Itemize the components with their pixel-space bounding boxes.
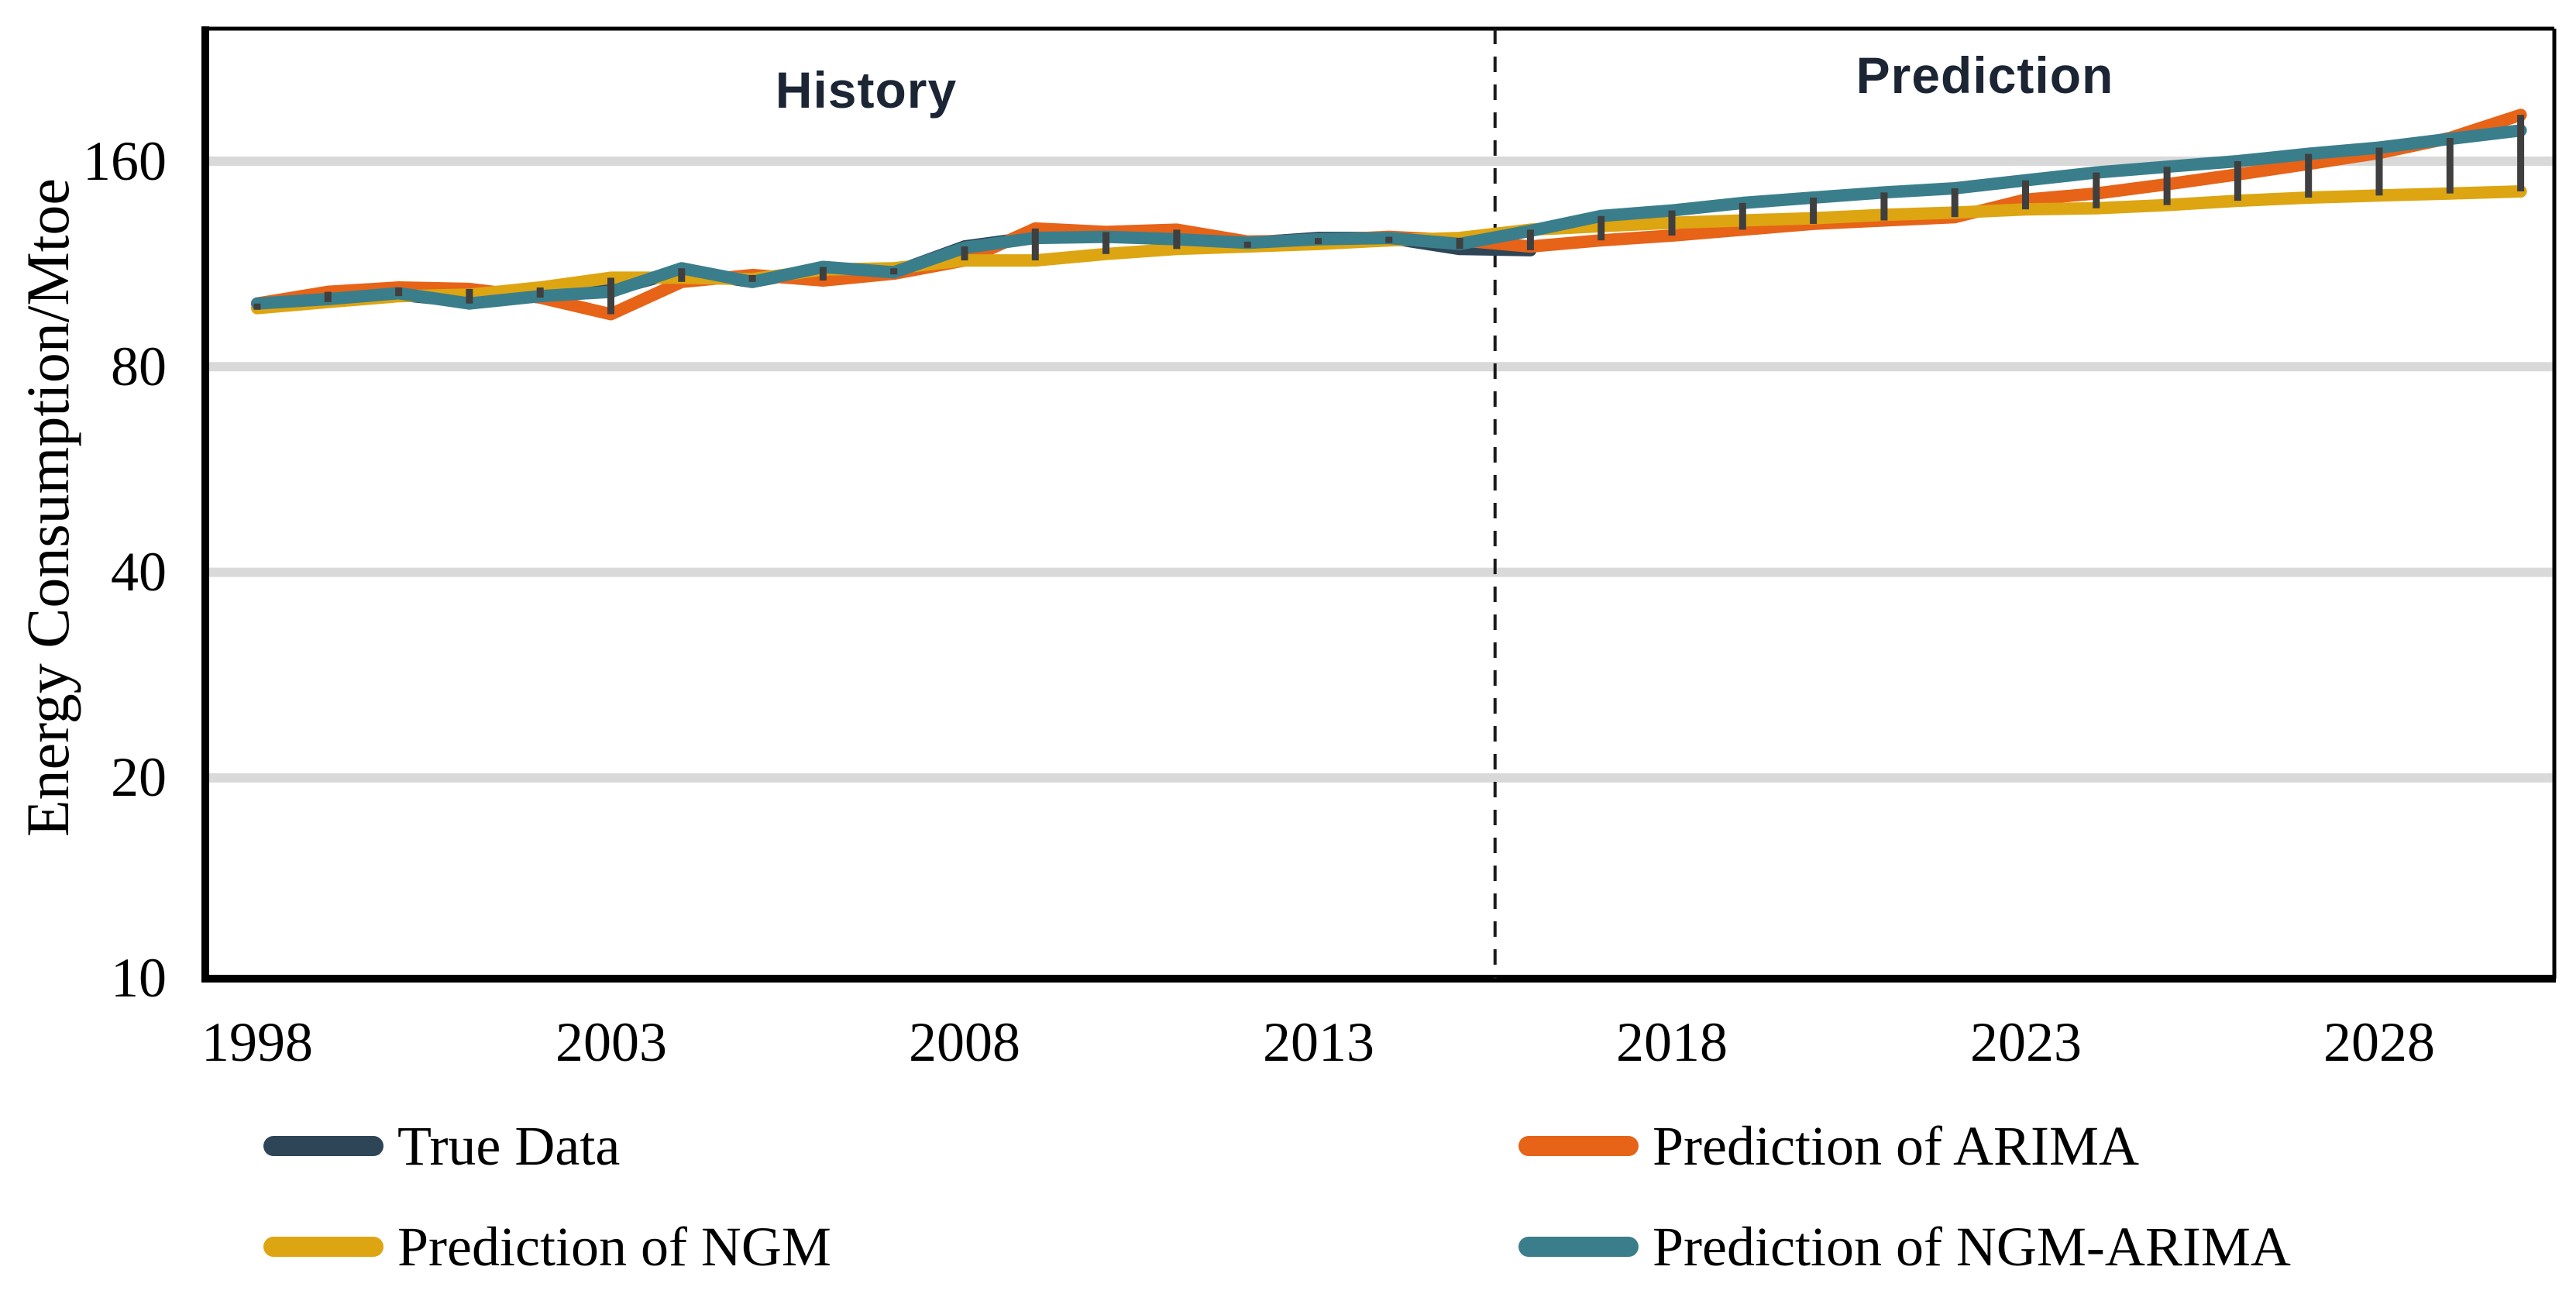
x-tick-label-2008: 2008 (909, 1011, 1020, 1073)
range-bar-2011 (1173, 229, 1181, 250)
range-bar-2004 (678, 268, 686, 282)
range-bar-2027 (2305, 153, 2313, 198)
range-bar-2014 (1385, 236, 1393, 243)
arima-line-swatch (1518, 1136, 1639, 1156)
x-tick-label-1998: 1998 (201, 1011, 313, 1073)
range-bar-2008 (961, 246, 968, 261)
x-tick-label-2003: 2003 (555, 1011, 667, 1073)
range-bar-2016 (1526, 229, 1534, 250)
y-tick-label-80: 80 (111, 336, 167, 398)
range-bar-2023 (2022, 180, 2029, 210)
legend: True Data Prediction of ARIMA Prediction… (263, 1114, 2291, 1279)
legend-label-ngm-arima: Prediction of NGM-ARIMA (1653, 1216, 2291, 1278)
y-tick-label-20: 20 (111, 746, 167, 808)
range-bar-2024 (2093, 172, 2100, 208)
range-bar-2009 (1031, 228, 1039, 261)
y-tick-label-160: 160 (83, 130, 167, 192)
legend-label-arima: Prediction of ARIMA (1653, 1115, 2139, 1177)
range-bar-2002 (536, 287, 544, 298)
true-data-line-swatch (263, 1136, 383, 1156)
range-bar-2013 (1315, 238, 1322, 245)
range-bar-2030 (2517, 115, 2525, 191)
range-bar-2012 (1243, 241, 1251, 248)
range-bar-2021 (1880, 192, 1888, 221)
range-bar-1998 (253, 303, 261, 310)
legend-label-true-data: True Data (397, 1115, 621, 1177)
range-bar-2006 (819, 267, 827, 281)
range-bar-2029 (2446, 138, 2454, 194)
prediction-zone-label: Prediction (1855, 46, 2114, 104)
legend-label-ngm: Prediction of NGM (397, 1216, 831, 1278)
ngm-arima-line-swatch (1518, 1237, 1639, 1257)
legend-item-arima: Prediction of ARIMA (1518, 1114, 2291, 1178)
x-tick-label-2028: 2028 (2323, 1011, 2435, 1073)
legend-item-true-data: True Data (263, 1114, 1518, 1178)
range-bar-2000 (395, 287, 403, 297)
range-bar-2019 (1739, 202, 1746, 230)
range-bar-2022 (1951, 188, 1959, 218)
range-bar-2003 (607, 277, 614, 315)
range-bar-2028 (2375, 147, 2383, 196)
x-tick-label-2023: 2023 (1970, 1011, 2082, 1073)
range-bar-2015 (1456, 238, 1463, 250)
y-tick-label-40: 40 (111, 541, 167, 603)
y-tick-label-10: 10 (111, 947, 167, 1009)
range-bar-2026 (2234, 161, 2241, 201)
ngm-line-swatch (263, 1237, 383, 1257)
range-bar-2018 (1668, 210, 1676, 236)
range-bar-1999 (324, 291, 332, 302)
range-bar-2010 (1102, 232, 1110, 254)
history-zone-label: History (775, 61, 958, 119)
range-bar-2005 (748, 274, 756, 282)
legend-item-ngm-arima: Prediction of NGM-ARIMA (1518, 1215, 2291, 1279)
range-bar-2020 (1810, 198, 1818, 224)
range-bar-2017 (1598, 215, 1605, 241)
range-bar-2007 (890, 268, 898, 275)
x-tick-label-2013: 2013 (1263, 1011, 1374, 1073)
legend-item-ngm: Prediction of NGM (263, 1215, 1518, 1279)
range-bar-2001 (466, 288, 473, 304)
range-bar-2025 (2163, 167, 2171, 205)
x-tick-label-2018: 2018 (1616, 1011, 1728, 1073)
